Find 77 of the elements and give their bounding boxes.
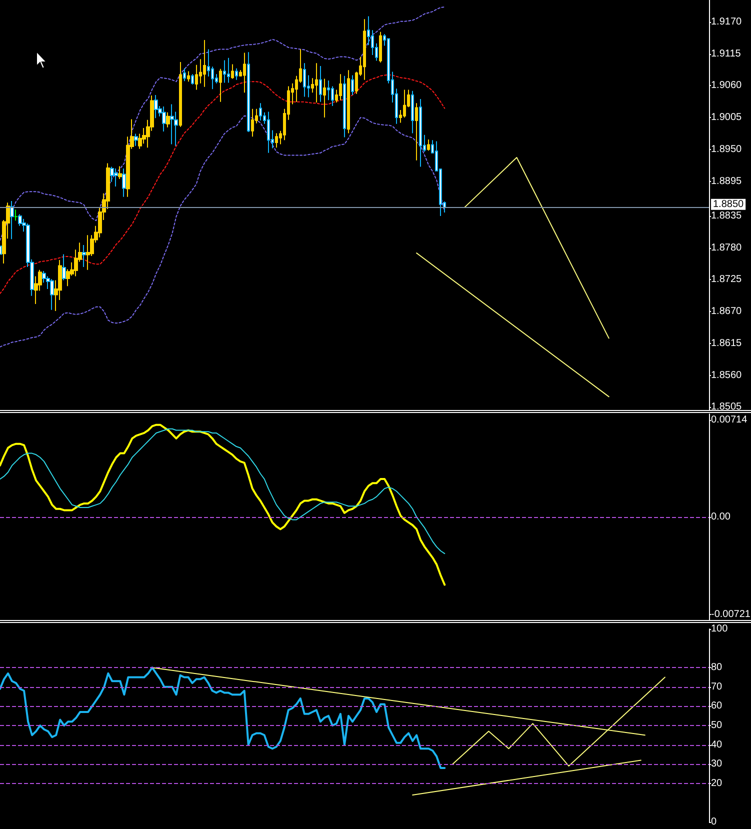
candlestick	[86, 234, 90, 270]
candlestick	[50, 278, 54, 310]
candlestick	[162, 106, 166, 132]
candlestick	[275, 132, 278, 148]
candlestick	[415, 102, 418, 161]
candlestick	[187, 70, 190, 82]
candlestick	[347, 70, 350, 134]
y-tick-label: 60	[711, 700, 723, 712]
y-tick-label: 0.00	[711, 512, 731, 522]
line-series	[0, 666, 446, 769]
candlestick	[251, 108, 254, 138]
y-tick-label: 1.9005	[711, 112, 742, 124]
y-tick-label: 0	[711, 816, 717, 828]
y-tick-label: 20	[711, 778, 723, 789]
y-tick-label: 1.8725	[711, 274, 742, 286]
y-tick-label: 1.9060	[711, 80, 742, 92]
candlestick	[379, 31, 382, 64]
candlestick	[118, 166, 122, 180]
line-series	[0, 115, 446, 348]
candlestick	[411, 90, 414, 134]
candlestick	[267, 111, 270, 154]
candlestick	[154, 94, 158, 119]
y-tick-label: 1.8780	[711, 242, 742, 254]
candlestick	[319, 66, 322, 102]
candlestick	[419, 98, 422, 168]
y-tick-label: 50	[711, 720, 723, 731]
ref-line-label: 1.8850	[713, 198, 744, 210]
y-tick-label: 30	[711, 758, 723, 770]
y-tick-label: 1.8670	[711, 306, 742, 318]
candlestick	[243, 52, 246, 94]
candlestick	[10, 200, 14, 240]
candlestick	[191, 74, 194, 86]
candlestick	[14, 209, 18, 222]
y-tick-label: 0.00714	[711, 414, 748, 426]
candlestick	[166, 112, 170, 128]
candlestick	[223, 60, 226, 84]
y-tick-label: -0.00721	[711, 609, 751, 620]
candlestick	[259, 102, 262, 121]
y-tick-label: 70	[711, 681, 723, 692]
candlestick	[235, 68, 238, 80]
candlestick	[343, 75, 346, 138]
candlestick	[62, 254, 66, 281]
candlestick	[170, 104, 174, 145]
y-tick-label: 1.8895	[711, 176, 742, 187]
candlestick	[351, 74, 354, 96]
candlestick	[110, 166, 114, 182]
y-tick-label: 1.8505	[711, 402, 742, 413]
candlestick	[219, 68, 222, 102]
candlestick	[231, 64, 234, 80]
y-tick-label: 100	[711, 624, 728, 634]
candlestick	[227, 57, 230, 84]
y-tick-label: 40	[711, 739, 723, 750]
candlestick	[114, 168, 118, 187]
candlestick	[323, 78, 326, 118]
candlestick	[427, 139, 430, 152]
y-tick-label: 80	[711, 662, 723, 674]
line-series	[0, 6, 446, 241]
line-series	[0, 428, 446, 554]
candlestick	[315, 62, 318, 103]
line-series	[0, 424, 446, 586]
candlestick	[134, 133, 138, 146]
y-tick-label: 1.9170	[711, 16, 742, 28]
y-tick-label: 1.8560	[711, 370, 742, 381]
line-series	[0, 74, 446, 294]
y-tick-label: 1.8835	[711, 210, 742, 222]
candlestick	[203, 39, 206, 88]
candlestick	[183, 68, 186, 82]
candlestick	[247, 52, 250, 133]
y-tick-label: 1.9115	[711, 48, 742, 60]
candlestick	[303, 62, 306, 98]
candlestick	[363, 18, 366, 80]
y-tick-label: 1.8615	[711, 338, 742, 349]
candlestick	[122, 168, 126, 198]
y-tick-label: 1.8950	[711, 144, 742, 155]
candlestick	[179, 61, 182, 128]
candlestick	[82, 244, 86, 268]
candlestick	[339, 74, 342, 101]
